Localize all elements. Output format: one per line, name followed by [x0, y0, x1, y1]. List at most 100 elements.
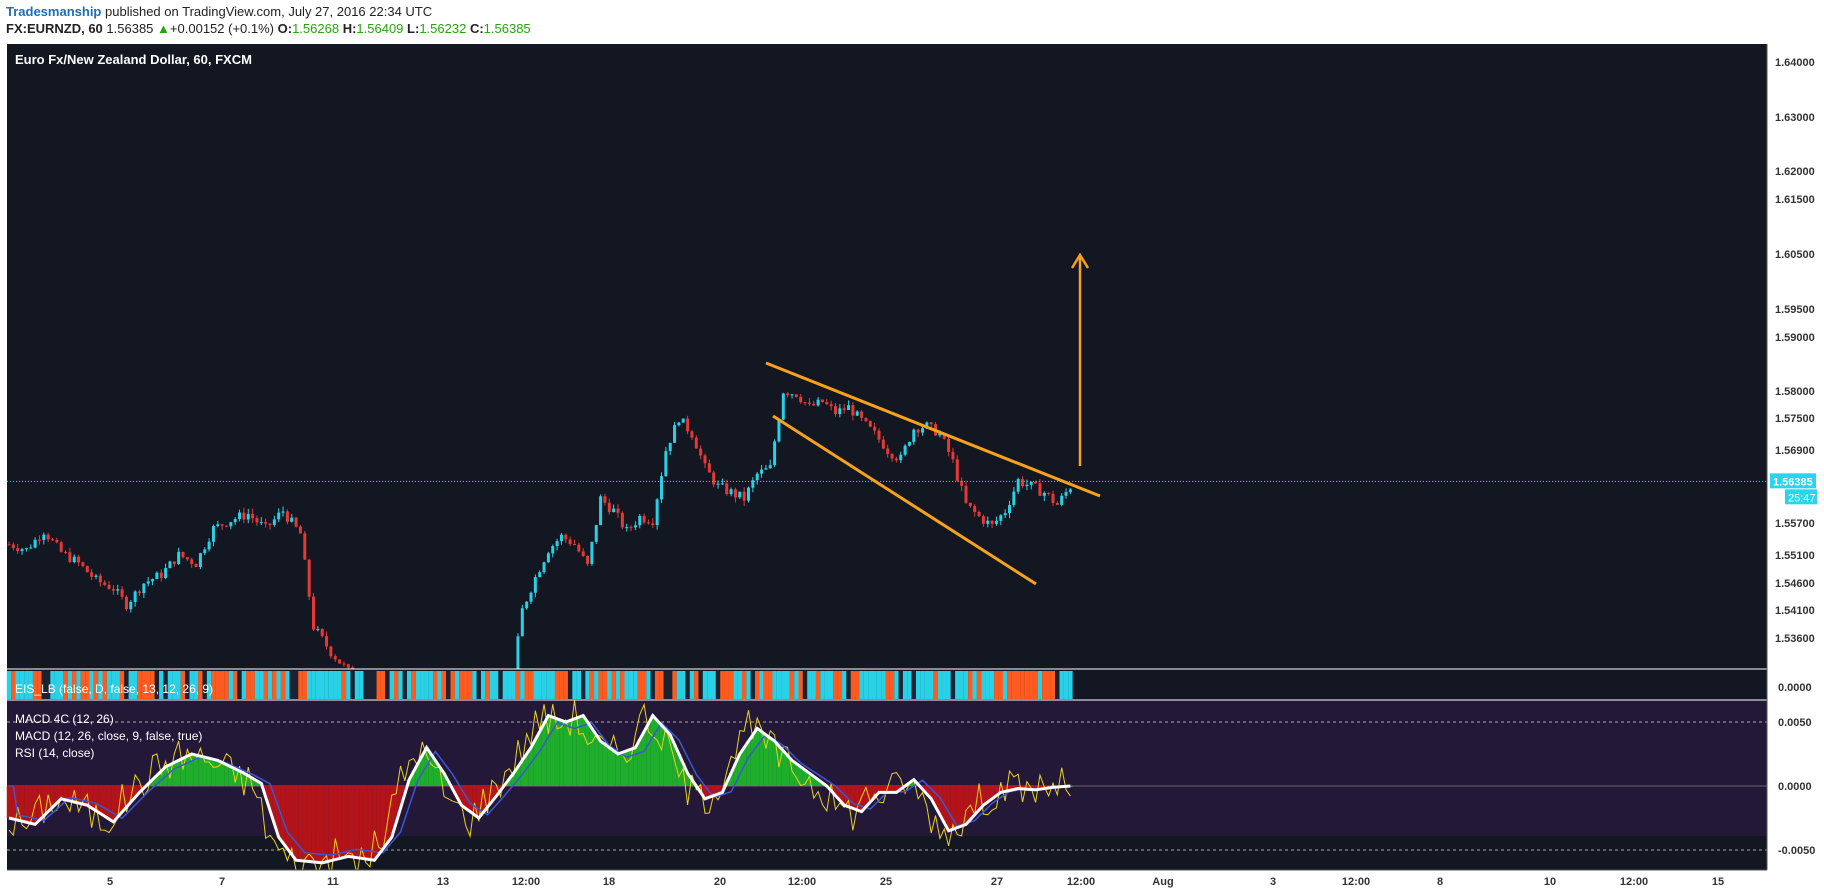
eis-bar-segment — [768, 671, 773, 699]
macd-histogram-bar — [119, 786, 125, 813]
eis-bar-segment — [924, 671, 930, 699]
eis-bar-segment — [441, 671, 447, 699]
rsi-legend: RSI (14, close) — [15, 746, 94, 760]
macd-histogram-bar — [615, 754, 621, 786]
eis-bar-segment — [689, 671, 695, 699]
macd-histogram-bar — [811, 776, 816, 786]
eis-bar-segment — [45, 671, 51, 699]
candle-down — [877, 430, 881, 440]
eis-bar-segment — [1042, 671, 1047, 699]
macd-histogram-bar — [228, 766, 234, 786]
eis-bar-segment — [293, 671, 299, 699]
eis-bar-segment — [93, 671, 99, 699]
candle-up — [838, 408, 842, 415]
macd-histogram-bar — [67, 786, 73, 801]
candle-up — [207, 541, 211, 550]
eis-bar-segment — [607, 671, 612, 699]
eis-bar-segment — [524, 671, 529, 699]
eis-bar-segment — [159, 671, 164, 699]
eis-bar-segment — [1029, 671, 1034, 699]
eis-bar-segment — [581, 671, 586, 699]
oscillator-layer — [6, 700, 1767, 882]
time-axis[interactable]: 5 7 11 13 12:00 18 20 12:00 25 27 12:00 Aug 3 12:00 8 1… — [7, 869, 1767, 894]
eis-bar-segment — [211, 671, 216, 699]
macd-histogram-bar — [315, 786, 321, 863]
candle-up — [133, 591, 137, 602]
macd-histogram-bar — [702, 786, 708, 799]
eis-bar-segment — [346, 671, 351, 699]
eis-bar-segment — [119, 671, 125, 699]
eis-bar-segment — [137, 671, 142, 699]
eis-bar-segment — [702, 671, 708, 699]
macd-histogram-bar — [654, 720, 660, 786]
macd-histogram-bar — [728, 773, 734, 786]
candle-down — [11, 544, 15, 549]
price-axis[interactable]: 1.64000 1.63000 1.62000 1.61500 1.60500 1.595… — [7, 44, 1824, 870]
eis-bar-segment — [402, 671, 408, 699]
eis-bar-segment — [989, 671, 995, 699]
eis-bar-segment — [454, 671, 460, 699]
macd-histogram-bar — [781, 750, 786, 786]
candle-down — [794, 394, 798, 397]
candle-down — [564, 534, 568, 540]
candle-down — [298, 526, 302, 534]
candle-down — [37, 539, 41, 541]
candle-down — [255, 518, 259, 523]
eis-bar-segment — [654, 671, 660, 699]
price-change: +0.00152 (+0.1%) — [169, 21, 274, 36]
eis-bar-segment — [72, 671, 77, 699]
eis-bar-segment — [385, 671, 390, 699]
candle-down — [894, 458, 898, 461]
macd-histogram-bar — [93, 786, 99, 811]
macd-histogram-bar — [372, 786, 377, 861]
candle-down — [303, 533, 307, 560]
candle-down — [973, 506, 977, 512]
candle-down — [586, 555, 590, 564]
candle-up — [716, 483, 720, 485]
candle-up — [664, 451, 668, 477]
macd-histogram-bar — [650, 715, 655, 786]
macd-histogram-bar — [633, 747, 638, 786]
candle-down — [294, 517, 298, 527]
candle-down — [981, 516, 985, 524]
eis-bar-segment — [637, 671, 642, 699]
candle-down — [864, 417, 868, 422]
candle-down — [968, 502, 972, 507]
eis-bar-segment — [624, 671, 629, 699]
candle-up — [129, 601, 133, 610]
price-tick-label: 1.59500 — [1775, 304, 1815, 316]
candle-up — [790, 394, 794, 396]
eis-bar-segment — [219, 671, 225, 699]
eis-bar-segment — [929, 671, 934, 699]
eis-bar-segment — [1046, 671, 1051, 699]
macd-histogram-bar — [533, 739, 538, 786]
candle-up — [72, 556, 76, 563]
candle-up — [738, 491, 742, 498]
eis-bar-segment — [807, 671, 812, 699]
eis-bar-segment — [668, 671, 673, 699]
eis-bar-segment — [863, 671, 869, 699]
eis-bar-segment — [959, 671, 964, 699]
candle-down — [860, 411, 864, 418]
candle-down — [977, 511, 981, 517]
author-link[interactable]: Tradesmanship — [6, 4, 102, 19]
eis-bar-segment — [280, 671, 286, 699]
macd-histogram-bar — [672, 744, 677, 786]
eis-bar-segment — [602, 671, 608, 699]
eis-bar-segment — [167, 671, 173, 699]
macd-histogram-bar — [72, 786, 77, 802]
time-tick-label: 12:00 — [512, 876, 540, 888]
time-tick-label: 3 — [1270, 876, 1276, 888]
candle-down — [46, 534, 50, 540]
eis-bar-segment — [789, 671, 795, 699]
candle-up — [590, 541, 594, 564]
oscillator-tick-label: 0.0050 — [1778, 717, 1812, 729]
macd-histogram-bar — [106, 786, 112, 820]
wedge-lower-trendline — [772, 414, 1037, 586]
macd-histogram-bar — [594, 734, 599, 786]
candle-up — [42, 534, 46, 540]
eis-bar-segment — [233, 671, 238, 699]
eis-bar-segment — [511, 671, 516, 699]
candle-down — [651, 523, 655, 526]
